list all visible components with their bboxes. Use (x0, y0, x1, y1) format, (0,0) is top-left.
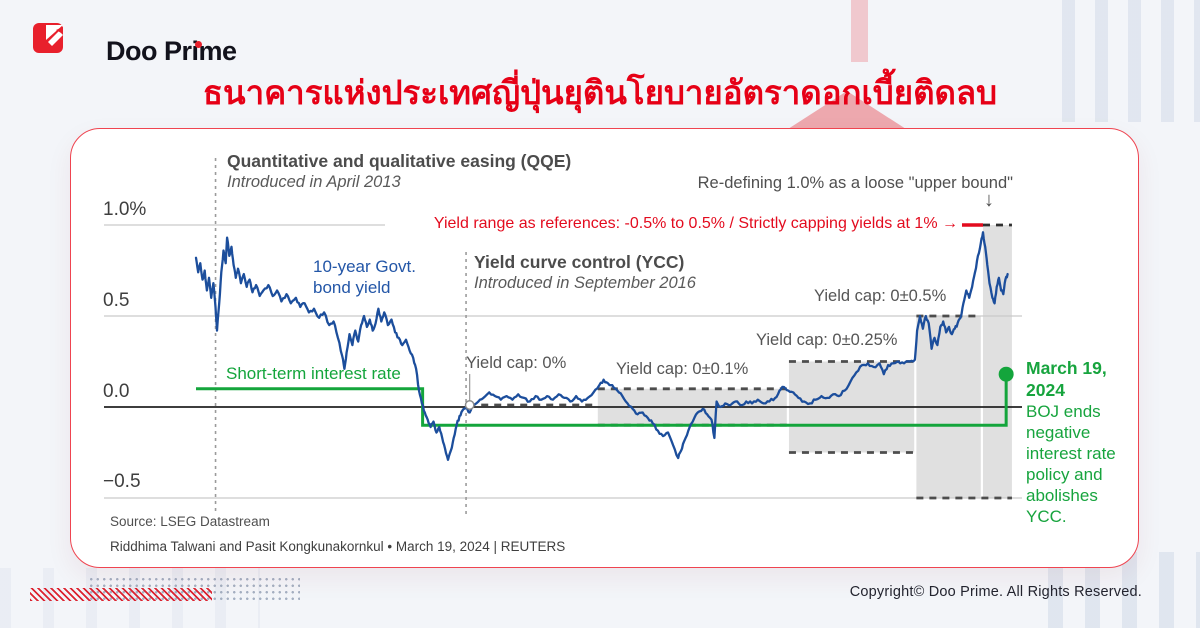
march-2024-annotation: March 19, 2024 BOJ ends negative interes… (1026, 357, 1140, 527)
bond-yield-series-label: 10-year Govt. bond yield (313, 256, 416, 298)
dot-grid-ornament (88, 576, 300, 602)
qqe-subtitle: Introduced in April 2013 (227, 173, 401, 191)
short-term-rate-label: Short-term interest rate (226, 364, 401, 383)
page-title: ธนาคารแห่งประเทศญี่ปุ่นยุตินโยบายอัตราดอ… (202, 74, 998, 111)
brand-name: Doo Prime (106, 36, 237, 66)
bond-yield-series-label-line2: bond yield (313, 278, 391, 297)
source-line: Source: LSEG Datastream (110, 514, 270, 529)
qqe-title: Quantitative and qualitative easing (QQE… (227, 151, 572, 171)
cap-label-0.25: Yield cap: 0±0.25% (756, 331, 898, 349)
yield-range-note: Yield range as references: -0.5% to 0.5%… (433, 215, 958, 232)
background-bars-bottom-left (0, 568, 260, 628)
doo-prime-logo-icon (33, 23, 63, 53)
y-tick-0.5: 0.5 (103, 290, 130, 311)
march-2024-text: BOJ ends negative interest rate policy a… (1026, 402, 1116, 526)
cap-label-0.1: Yield cap: 0±0.1% (616, 360, 749, 378)
march-2024-date: March 19, 2024 (1026, 358, 1107, 400)
cap-label-0: Yield cap: 0% (466, 354, 567, 372)
y-tick-neg0.5: −0.5 (103, 471, 141, 492)
credits-line: Riddhima Talwani and Pasit Kongkunakornk… (110, 539, 566, 554)
chart-card (70, 128, 1139, 568)
brand-i-dot (195, 41, 202, 48)
ycc-title: Yield curve control (YCC) (474, 252, 685, 272)
bond-yield-series-label-line1: 10-year Govt. (313, 257, 416, 276)
red-hatch-ornament (30, 588, 212, 601)
redefine-upper-bound-note: Re-defining 1.0% as a loose "upper bound… (697, 174, 1013, 192)
ycc-subtitle: Introduced in September 2016 (474, 274, 696, 292)
down-arrow-icon: ↓ (984, 189, 994, 211)
background-pink-bar (851, 0, 868, 62)
cap-label-0.5: Yield cap: 0±0.5% (814, 287, 947, 305)
y-tick-1.0: 1.0% (103, 199, 147, 220)
copyright-text: Copyright© Doo Prime. All Rights Reserve… (849, 584, 1142, 600)
y-tick-0.0: 0.0 (103, 381, 130, 402)
